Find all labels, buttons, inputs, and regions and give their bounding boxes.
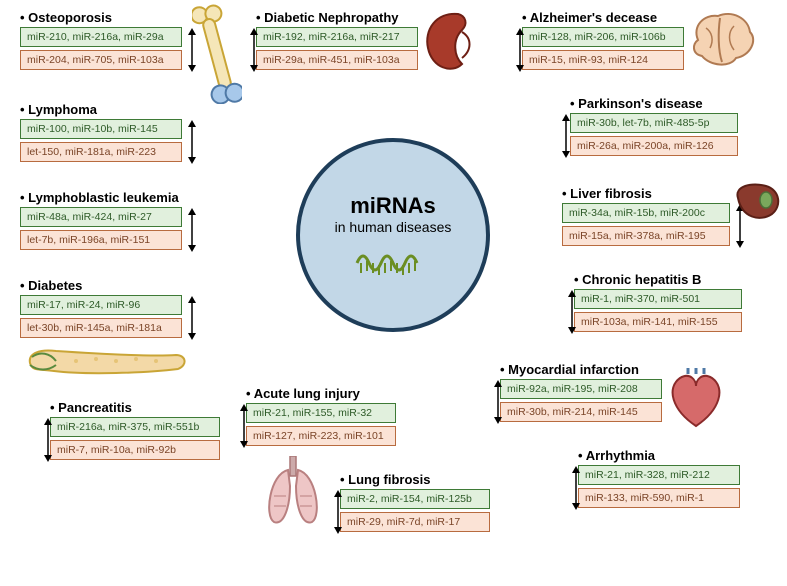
updown-arrow-icon <box>238 404 250 448</box>
disease-title: Chronic hepatitis B <box>574 272 742 287</box>
disease-myocardial-infarction: Myocardial infarction miR-92a, miR-195, m… <box>500 362 662 425</box>
downregulated-box: miR-26a, miR-200a, miR-126 <box>570 136 738 156</box>
downregulated-box: miR-15a, miR-378a, miR-195 <box>562 226 730 246</box>
upregulated-box: miR-48a, miR-424, miR-27 <box>20 207 182 227</box>
disease-title: Pancreatitis <box>50 400 220 415</box>
upregulated-box: miR-128, miR-206, miR-106b <box>522 27 684 47</box>
disease-title: Arrhythmia <box>578 448 740 463</box>
updown-arrow-icon <box>332 490 344 534</box>
upregulated-box: miR-1, miR-370, miR-501 <box>574 289 742 309</box>
disease-pancreatitis: Pancreatitis miR-216a, miR-375, miR-551b m… <box>50 400 220 463</box>
upregulated-box: miR-2, miR-154, miR-125b <box>340 489 490 509</box>
updown-arrow-icon <box>560 114 572 158</box>
downregulated-box: miR-29a, miR-451, miR-103a <box>256 50 418 70</box>
disease-title: Alzheimer's decease <box>522 10 684 25</box>
disease-lymphoma: Lymphoma miR-100, miR-10b, miR-145 let-150… <box>20 102 182 165</box>
disease-title: Diabetes <box>20 278 182 293</box>
disease-title: Lung fibrosis <box>340 472 490 487</box>
disease-alzheimers: Alzheimer's decease miR-128, miR-206, miR… <box>522 10 684 73</box>
updown-arrow-icon <box>186 120 198 164</box>
liver-icon <box>732 180 784 229</box>
disease-diabetic-nephropathy: Diabetic Nephropathy miR-192, miR-216a, m… <box>256 10 418 73</box>
upregulated-box: miR-30b, let-7b, miR-485-5p <box>570 113 738 133</box>
disease-arrhythmia: Arrhythmia miR-21, miR-328, miR-212 miR-13… <box>578 448 740 511</box>
disease-title: Diabetic Nephropathy <box>256 10 418 25</box>
updown-arrow-icon <box>570 466 582 510</box>
kidney-icon <box>422 8 488 79</box>
disease-title: Myocardial infarction <box>500 362 662 377</box>
upregulated-box: miR-192, miR-216a, miR-217 <box>256 27 418 47</box>
disease-liver-fibrosis: Liver fibrosis miR-34a, miR-15b, miR-200c… <box>562 186 730 249</box>
disease-title: Parkinson's disease <box>570 96 738 111</box>
updown-arrow-icon <box>514 28 526 72</box>
disease-title: Acute lung injury <box>246 386 396 401</box>
center-subtitle: in human diseases <box>335 219 452 235</box>
upregulated-box: miR-34a, miR-15b, miR-200c <box>562 203 730 223</box>
disease-acute-lung-injury: Acute lung injury miR-21, miR-155, miR-32… <box>246 386 396 449</box>
downregulated-box: let-7b, miR-196a, miR-151 <box>20 230 182 250</box>
downregulated-box: let-150, miR-181a, miR-223 <box>20 142 182 162</box>
brain-icon <box>688 10 760 75</box>
upregulated-box: miR-92a, miR-195, miR-208 <box>500 379 662 399</box>
disease-lung-fibrosis: Lung fibrosis miR-2, miR-154, miR-125b miR… <box>340 472 490 535</box>
lungs-icon <box>260 456 328 533</box>
updown-arrow-icon <box>186 208 198 252</box>
downregulated-box: miR-7, miR-10a, miR-92b <box>50 440 220 460</box>
center-circle: miRNAs in human diseases <box>296 138 490 332</box>
upregulated-box: miR-21, miR-328, miR-212 <box>578 465 740 485</box>
downregulated-box: miR-133, miR-590, miR-1 <box>578 488 740 508</box>
heart-icon <box>666 368 728 439</box>
downregulated-box: let-30b, miR-145a, miR-181a <box>20 318 182 338</box>
downregulated-box: miR-15, miR-93, miR-124 <box>522 50 684 70</box>
downregulated-box: miR-30b, miR-214, miR-145 <box>500 402 662 422</box>
upregulated-box: miR-100, miR-10b, miR-145 <box>20 119 182 139</box>
upregulated-box: miR-21, miR-155, miR-32 <box>246 403 396 423</box>
upregulated-box: miR-17, miR-24, miR-96 <box>20 295 182 315</box>
disease-hepatitis-b: Chronic hepatitis B miR-1, miR-370, miR-5… <box>574 272 742 335</box>
disease-title: Osteoporosis <box>20 10 182 25</box>
downregulated-box: miR-29, miR-7d, miR-17 <box>340 512 490 532</box>
center-title: miRNAs <box>350 193 436 219</box>
updown-arrow-icon <box>42 418 54 462</box>
updown-arrow-icon <box>492 380 504 424</box>
downregulated-box: miR-103a, miR-141, miR-155 <box>574 312 742 332</box>
downregulated-box: miR-204, miR-705, miR-103a <box>20 50 182 70</box>
disease-title: Lymphoblastic leukemia <box>20 190 182 205</box>
disease-osteoporosis: Osteoporosis miR-210, miR-216a, miR-29a mi… <box>20 10 182 73</box>
downregulated-box: miR-127, miR-223, miR-101 <box>246 426 396 446</box>
disease-lymphoblastic-leukemia: Lymphoblastic leukemia miR-48a, miR-424, … <box>20 190 182 253</box>
upregulated-box: miR-216a, miR-375, miR-551b <box>50 417 220 437</box>
mirna-icon <box>351 243 435 277</box>
updown-arrow-icon <box>186 296 198 340</box>
updown-arrow-icon <box>566 290 578 334</box>
disease-diabetes: Diabetes miR-17, miR-24, miR-96 let-30b, m… <box>20 278 182 341</box>
disease-title: Lymphoma <box>20 102 182 117</box>
pancreas-long-icon <box>26 345 192 384</box>
upregulated-box: miR-210, miR-216a, miR-29a <box>20 27 182 47</box>
disease-title: Liver fibrosis <box>562 186 730 201</box>
bone-icon <box>192 4 242 109</box>
disease-parkinsons: Parkinson's disease miR-30b, let-7b, miR-… <box>570 96 738 159</box>
updown-arrow-icon <box>248 28 260 72</box>
